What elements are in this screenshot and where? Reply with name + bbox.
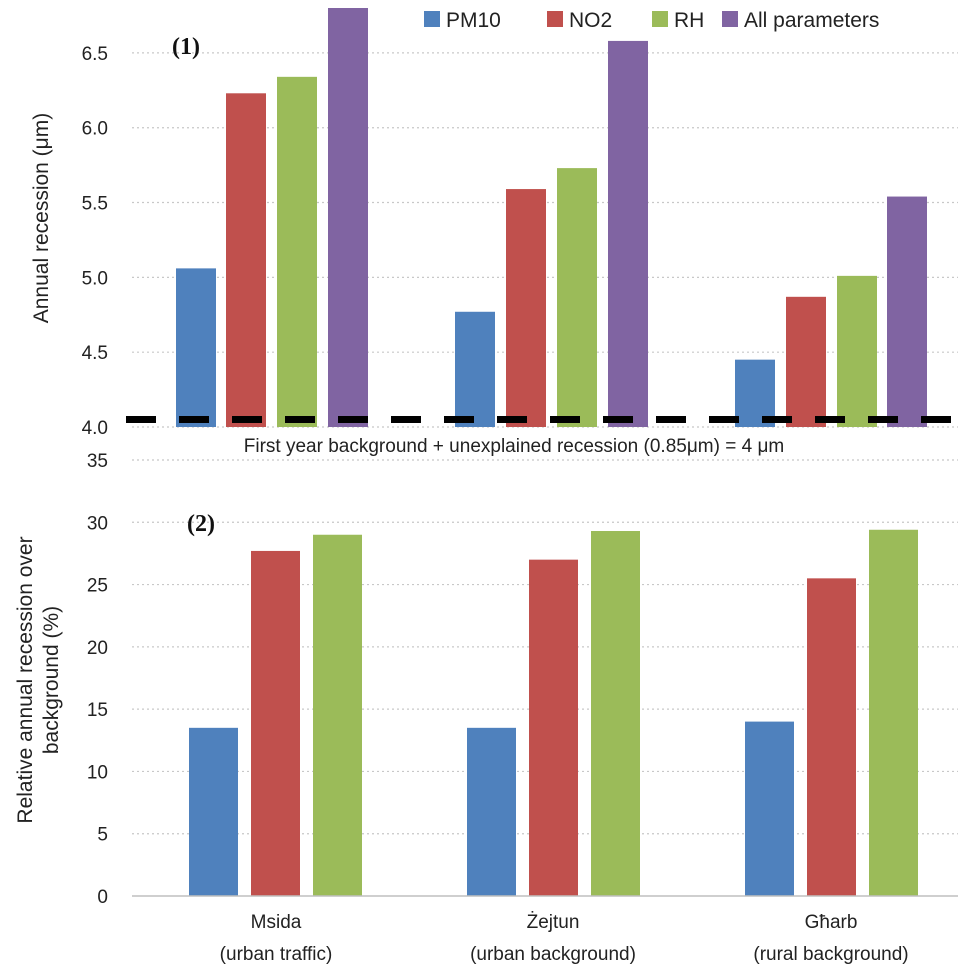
legend-swatch-pm10 bbox=[424, 11, 440, 27]
p1-y-tick-label: 4.0 bbox=[82, 418, 108, 439]
background-annotation: First year background + unexplained rece… bbox=[244, 436, 784, 457]
p2-y-tick-label: 15 bbox=[87, 700, 108, 721]
p1-y-tick-label: 6.0 bbox=[82, 119, 108, 140]
p1-bar-msida-all-parameters bbox=[328, 8, 368, 427]
p1-y-tick-label: 4.5 bbox=[82, 343, 108, 364]
p2-bar-zejtun-rh bbox=[591, 531, 640, 896]
p1-y-tick-label: 6.5 bbox=[82, 44, 108, 65]
p1-bar-msida-rh bbox=[277, 76, 317, 427]
p1-bar-zejtun-no2 bbox=[506, 189, 546, 427]
panel-2-y-axis-title-line-1: Relative annual recession over bbox=[14, 536, 37, 823]
p1-bar-zejtun-pm10 bbox=[455, 311, 495, 427]
category-label-zejtun: Żejtun bbox=[527, 912, 580, 933]
category-labels: Msida (urban traffic) Żejtun (urban back… bbox=[220, 912, 909, 965]
panel-2-bars bbox=[189, 529, 918, 896]
panel-2-label: (2) bbox=[187, 511, 215, 537]
legend-label-pm10: PM10 bbox=[446, 9, 501, 32]
category-sub-msida: (urban traffic) bbox=[220, 944, 333, 965]
panel-2-y-axis-title-line-2: background (%) bbox=[40, 606, 63, 754]
panel-1-y-ticks: 4.0 4.5 5.0 5.5 6.0 6.5 bbox=[82, 44, 108, 439]
p2-y-tick-label: 30 bbox=[87, 513, 108, 534]
category-label-gharb: Għarb bbox=[805, 912, 858, 933]
legend-label-rh: RH bbox=[674, 9, 704, 32]
panel-1-bars bbox=[176, 8, 927, 428]
p1-bar-gharb-all-parameters bbox=[887, 196, 927, 427]
p2-bar-gharb-rh bbox=[869, 529, 918, 896]
p2-y-tick-label: 0 bbox=[97, 887, 108, 908]
category-sub-zejtun: (urban background) bbox=[470, 944, 636, 965]
legend-label-all-parameters: All parameters bbox=[744, 9, 879, 32]
p1-bar-msida-pm10 bbox=[176, 268, 216, 427]
p2-bar-gharb-pm10 bbox=[745, 721, 794, 896]
legend-swatch-no2 bbox=[547, 11, 563, 27]
p2-bar-gharb-no2 bbox=[807, 578, 856, 896]
panel-1-label: (1) bbox=[172, 34, 200, 60]
p2-y-tick-label: 25 bbox=[87, 576, 108, 597]
legend-swatch-rh bbox=[652, 11, 668, 27]
p2-bar-msida-no2 bbox=[251, 550, 300, 896]
p1-bar-gharb-pm10 bbox=[735, 359, 775, 427]
p2-bar-msida-pm10 bbox=[189, 727, 238, 896]
p1-bar-gharb-no2 bbox=[786, 296, 826, 427]
p2-y-tick-label: 5 bbox=[97, 825, 108, 846]
panel-1-y-axis-title: Annual recession (μm) bbox=[30, 113, 53, 324]
p2-y-tick-label: 35 bbox=[87, 451, 108, 472]
category-sub-gharb: (rural background) bbox=[753, 944, 908, 965]
p2-bar-zejtun-pm10 bbox=[467, 727, 516, 896]
p1-y-tick-label: 5.0 bbox=[82, 268, 108, 289]
p2-y-tick-label: 20 bbox=[87, 638, 108, 659]
legend: PM10 NO2 RH All parameters bbox=[424, 9, 879, 32]
p2-bar-zejtun-no2 bbox=[529, 559, 578, 896]
legend-swatch-all-parameters bbox=[722, 11, 738, 27]
p1-bar-msida-no2 bbox=[226, 93, 266, 428]
p2-bar-msida-rh bbox=[313, 534, 362, 896]
p2-y-tick-label: 10 bbox=[87, 762, 108, 783]
p1-bar-gharb-rh bbox=[837, 275, 877, 427]
panel-2-y-ticks: 0 5 10 15 20 25 30 35 bbox=[87, 451, 108, 908]
p1-y-tick-label: 5.5 bbox=[82, 194, 108, 215]
p1-bar-zejtun-all-parameters bbox=[608, 40, 648, 428]
category-label-msida: Msida bbox=[251, 912, 302, 933]
legend-label-no2: NO2 bbox=[569, 9, 612, 32]
p1-bar-zejtun-rh bbox=[557, 168, 597, 427]
